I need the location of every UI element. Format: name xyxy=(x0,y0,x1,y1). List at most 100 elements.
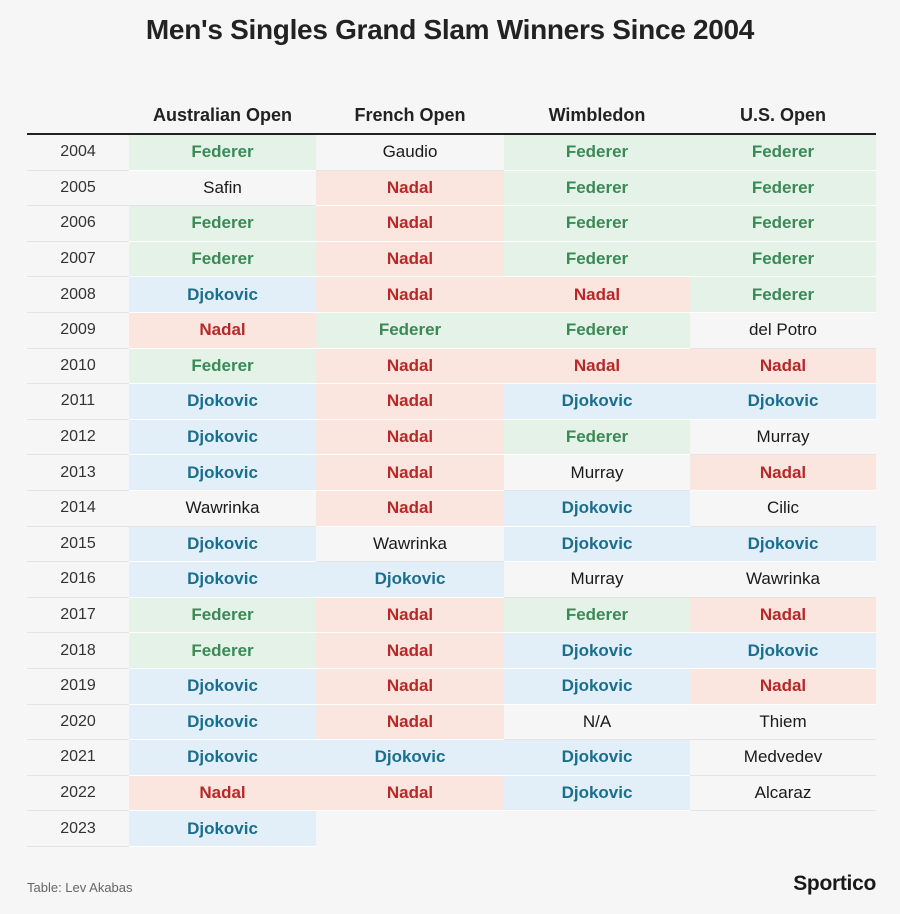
table-row: 2016 Djokovic Djokovic Murray Wawrinka xyxy=(27,562,876,598)
winner-cell xyxy=(316,811,504,847)
winner-cell: Wawrinka xyxy=(129,490,316,527)
winner-cell: N/A xyxy=(504,704,690,741)
year-label: 2011 xyxy=(27,384,129,420)
winner-cell: Djokovic xyxy=(504,384,690,420)
winner-cell: Federer xyxy=(129,206,316,242)
winner-cell: Djokovic xyxy=(129,384,316,420)
winner-cell: Djokovic xyxy=(129,668,316,705)
table-row: 2018 Federer Nadal Djokovic Djokovic xyxy=(27,633,876,669)
winner-cell: Djokovic xyxy=(129,704,316,741)
winner-cell xyxy=(504,811,690,847)
table-row: 2014 Wawrinka Nadal Djokovic Cilic xyxy=(27,490,876,527)
winner-cell: Federer xyxy=(129,241,316,278)
winner-cell: Djokovic xyxy=(316,562,504,598)
winner-cell: Nadal xyxy=(129,312,316,349)
winner-cell: Djokovic xyxy=(690,633,876,669)
winner-cell: Djokovic xyxy=(504,740,690,776)
winner-cell: Federer xyxy=(504,241,690,278)
year-label: 2006 xyxy=(27,206,129,242)
winner-cell: Nadal xyxy=(690,348,876,385)
winner-cell: Thiem xyxy=(690,704,876,741)
winner-cell: Alcaraz xyxy=(690,775,876,812)
year-label: 2009 xyxy=(27,313,129,349)
table-row: 2017 Federer Nadal Federer Nadal xyxy=(27,597,876,634)
winner-cell: Djokovic xyxy=(690,526,876,563)
winner-cell: Nadal xyxy=(316,277,504,313)
winner-cell: Djokovic xyxy=(504,633,690,669)
winner-cell: Nadal xyxy=(316,704,504,741)
winner-cell xyxy=(690,811,876,847)
table-row: 2021 Djokovic Djokovic Djokovic Medvedev xyxy=(27,740,876,776)
table-row: 2010 Federer Nadal Nadal Nadal xyxy=(27,348,876,385)
winner-cell: Nadal xyxy=(316,206,504,242)
winner-cell: del Potro xyxy=(690,312,876,349)
winner-cell: Nadal xyxy=(316,455,504,491)
winner-cell: Djokovic xyxy=(129,811,316,847)
winner-cell: Djokovic xyxy=(504,668,690,705)
table-row: 2019 Djokovic Nadal Djokovic Nadal xyxy=(27,668,876,705)
chart-title: Men's Singles Grand Slam Winners Since 2… xyxy=(145,14,755,45)
table-row: 2012 Djokovic Nadal Federer Murray xyxy=(27,419,876,456)
source-credit: Table: Lev Akabas xyxy=(27,880,133,895)
year-label: 2022 xyxy=(27,776,129,812)
table-row: 2011 Djokovic Nadal Djokovic Djokovic xyxy=(27,384,876,420)
winners-table: Australian Open French Open Wimbledon U.… xyxy=(27,97,876,847)
year-label: 2008 xyxy=(27,277,129,313)
winner-cell: Federer xyxy=(129,135,316,171)
winner-cell: Federer xyxy=(690,241,876,278)
winner-cell: Federer xyxy=(504,597,690,634)
winner-cell: Federer xyxy=(690,135,876,171)
winner-cell: Nadal xyxy=(690,668,876,705)
table-row: 2022 Nadal Nadal Djokovic Alcaraz xyxy=(27,775,876,812)
year-label: 2023 xyxy=(27,811,129,847)
table-row: 2015 Djokovic Wawrinka Djokovic Djokovic xyxy=(27,526,876,563)
winner-cell: Federer xyxy=(504,312,690,349)
winner-cell: Djokovic xyxy=(129,740,316,776)
winner-cell: Nadal xyxy=(316,419,504,456)
winner-cell: Federer xyxy=(504,135,690,171)
winner-cell: Nadal xyxy=(316,775,504,812)
winner-cell: Nadal xyxy=(316,597,504,634)
year-label: 2018 xyxy=(27,633,129,669)
table-header: Australian Open French Open Wimbledon U.… xyxy=(27,97,876,135)
winner-cell: Nadal xyxy=(316,633,504,669)
winner-cell: Federer xyxy=(129,633,316,669)
winner-cell: Federer xyxy=(504,206,690,242)
year-label: 2017 xyxy=(27,598,129,634)
winner-cell: Nadal xyxy=(316,241,504,278)
winner-cell: Murray xyxy=(690,419,876,456)
winner-cell: Djokovic xyxy=(129,526,316,563)
winner-cell: Djokovic xyxy=(690,384,876,420)
sportico-logo: Sportico xyxy=(793,872,876,895)
year-label: 2013 xyxy=(27,455,129,491)
winner-cell: Djokovic xyxy=(316,740,504,776)
winner-cell: Nadal xyxy=(316,384,504,420)
table-row: 2009 Nadal Federer Federer del Potro xyxy=(27,312,876,349)
table-row: 2005 Safin Nadal Federer Federer xyxy=(27,170,876,207)
winner-cell: Federer xyxy=(129,597,316,634)
winner-cell: Djokovic xyxy=(129,562,316,598)
winner-cell: Gaudio xyxy=(316,135,504,171)
winner-cell: Nadal xyxy=(690,455,876,491)
table-row: 2008 Djokovic Nadal Nadal Federer xyxy=(27,277,876,313)
year-label: 2021 xyxy=(27,740,129,776)
year-label: 2007 xyxy=(27,242,129,278)
winner-cell: Nadal xyxy=(316,490,504,527)
table-row: 2004 Federer Gaudio Federer Federer xyxy=(27,135,876,171)
winner-cell: Nadal xyxy=(504,348,690,385)
winner-cell: Wawrinka xyxy=(316,526,504,563)
column-header-australian-open: Australian Open xyxy=(152,104,293,125)
table-row: 2007 Federer Nadal Federer Federer xyxy=(27,241,876,278)
winner-cell: Federer xyxy=(504,419,690,456)
year-label: 2004 xyxy=(27,135,129,171)
winner-cell: Federer xyxy=(690,277,876,313)
year-label: 2014 xyxy=(27,491,129,527)
winner-cell: Djokovic xyxy=(504,490,690,527)
winner-cell: Djokovic xyxy=(129,277,316,313)
year-label: 2020 xyxy=(27,705,129,741)
year-label: 2005 xyxy=(27,171,129,207)
winner-cell: Nadal xyxy=(316,668,504,705)
winner-cell: Federer xyxy=(504,170,690,207)
winner-cell: Safin xyxy=(129,170,316,207)
winner-cell: Nadal xyxy=(316,348,504,385)
